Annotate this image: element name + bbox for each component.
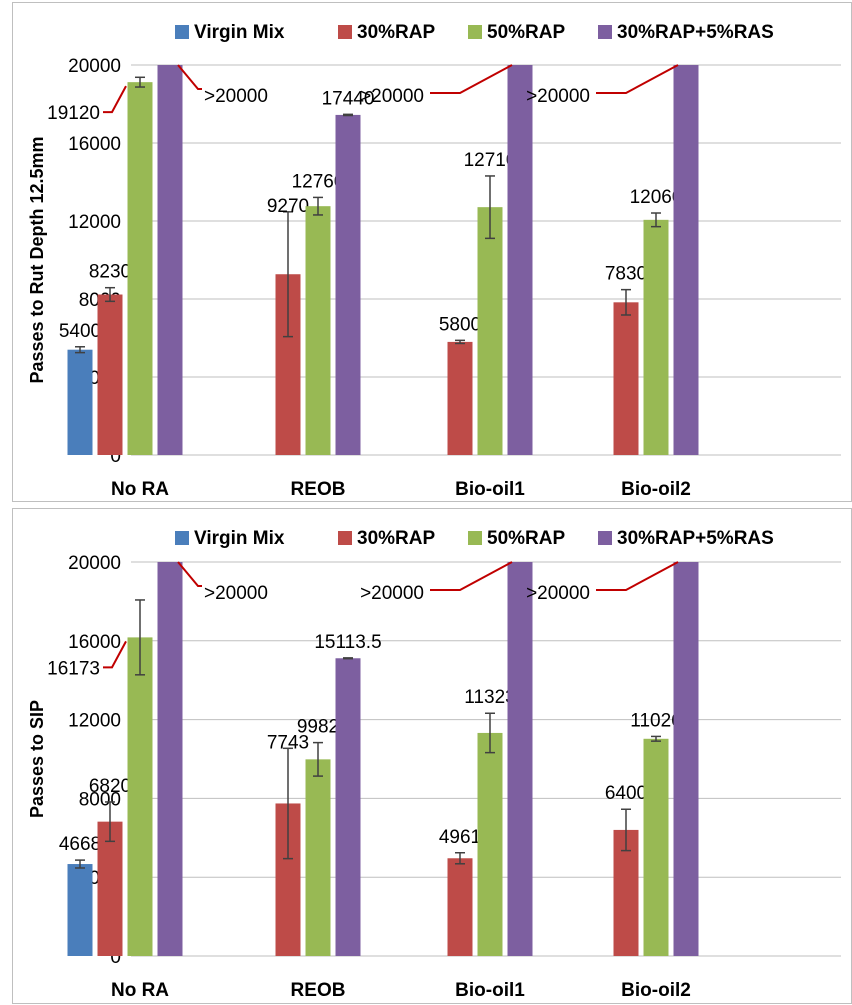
bar-30-rap-5-ras-bio-oil1 [507, 562, 533, 956]
bar-50-rap-no-ra [127, 637, 153, 956]
bar-30-rap-no-ra [97, 821, 123, 956]
sip-chart: 040008000120001600020000Passes to SIPVir… [27, 528, 841, 1001]
bar-30-rap-bio-oil1 [447, 341, 473, 455]
legend-swatch-virgin-mix [175, 531, 189, 545]
y-axis-label: Passes to SIP [27, 700, 47, 818]
bar-30-rap-5-ras-bio-oil2 [673, 65, 699, 455]
data-label-leader [596, 64, 679, 94]
bar-30-rap-5-ras-reob [335, 658, 361, 956]
bar-50-rap-bio-oil2 [643, 219, 669, 455]
data-label-leader [177, 64, 202, 90]
legend-swatch-virgin-mix [175, 25, 189, 39]
data-label: >20000 [526, 86, 590, 107]
data-label-leader [430, 561, 513, 591]
bar-30-rap-bio-oil2 [613, 302, 639, 455]
legend-swatch-30-rap-5-ras [598, 531, 612, 545]
bar-50-rap-bio-oil1 [477, 732, 503, 956]
data-label: 9982 [297, 717, 339, 738]
legend-swatch-30-rap [338, 531, 352, 545]
data-label-leader [103, 640, 127, 669]
data-label: 5400 [59, 321, 101, 342]
data-label: 6400 [605, 783, 647, 804]
data-label: >20000 [360, 86, 424, 107]
data-label: >20000 [360, 583, 424, 604]
data-label: 17440 [322, 88, 375, 109]
data-label: 11026 [630, 710, 681, 731]
legend-label-virgin-mix: Virgin Mix [194, 528, 285, 549]
y-axis-label: Passes to Rut Depth 12.5mm [27, 136, 47, 383]
y-tick-label: 0 [110, 947, 121, 968]
data-label: 7743 [267, 732, 309, 753]
category-label-no-ra: No RA [111, 980, 169, 1001]
y-tick-label: 12000 [68, 711, 121, 732]
data-label: >20000 [204, 583, 268, 604]
legend-swatch-30-rap-5-ras [598, 25, 612, 39]
legend-label-50-rap: 50%RAP [487, 22, 565, 43]
bar-30-rap-5-ras-no-ra [157, 65, 183, 455]
data-label: 5800 [439, 314, 481, 335]
legend-label-30-rap: 30%RAP [357, 22, 435, 43]
bar-30-rap-5-ras-reob [335, 114, 361, 456]
data-label: 9270 [267, 196, 309, 217]
data-label: 11323 [464, 687, 515, 708]
y-tick-label: 16000 [68, 134, 121, 155]
y-tick-label: 12000 [68, 212, 121, 233]
y-tick-label: 20000 [68, 56, 121, 77]
bar-virgin-mix-no-ra [67, 864, 93, 956]
data-label: 12710 [464, 150, 517, 171]
category-label-bio-oil1: Bio-oil1 [455, 980, 525, 1001]
legend-label-30-rap-5-ras: 30%RAP+5%RAS [617, 22, 774, 43]
bar-30-rap-no-ra [97, 294, 123, 455]
data-label: >20000 [204, 86, 268, 107]
data-label: 6820 [89, 776, 131, 797]
data-label: 15113.5 [314, 632, 381, 653]
bar-30-rap-5-ras-bio-oil1 [507, 65, 533, 455]
legend-label-30-rap-5-ras: 30%RAP+5%RAS [617, 528, 774, 549]
bar-30-rap-5-ras-no-ra [157, 562, 183, 956]
y-tick-label: 20000 [68, 553, 121, 574]
category-label-bio-oil2: Bio-oil2 [621, 980, 691, 1001]
category-label-reob: REOB [291, 980, 346, 1001]
data-label: 12060 [630, 187, 683, 208]
data-label-leader [177, 561, 202, 587]
data-label: >20000 [526, 583, 590, 604]
legend-swatch-50-rap [468, 25, 482, 39]
category-label-reob: REOB [291, 479, 346, 500]
data-label: 7830 [605, 264, 647, 285]
bar-50-rap-bio-oil2 [643, 738, 669, 956]
sip-chart-panel: 040008000120001600020000Passes to SIPVir… [12, 508, 852, 1004]
data-label: 8230 [89, 262, 131, 283]
data-label: 16173 [47, 658, 100, 679]
data-label: 4668 [59, 834, 101, 855]
data-label-leader [103, 85, 127, 114]
y-tick-label: 16000 [68, 632, 121, 653]
legend-swatch-30-rap [338, 25, 352, 39]
data-label: 4961 [439, 827, 481, 848]
category-label-no-ra: No RA [111, 479, 169, 500]
bar-30-rap-bio-oil1 [447, 858, 473, 956]
category-label-bio-oil1: Bio-oil1 [455, 479, 525, 500]
rut-depth-chart-panel: 040008000120001600020000Passes to Rut De… [12, 2, 852, 502]
data-label: 19120 [47, 103, 100, 124]
bar-50-rap-bio-oil1 [477, 207, 503, 455]
data-label-leader [596, 561, 679, 591]
legend-label-virgin-mix: Virgin Mix [194, 22, 285, 43]
bar-50-rap-no-ra [127, 82, 153, 455]
bar-30-rap-5-ras-bio-oil2 [673, 562, 699, 956]
bar-50-rap-reob [305, 206, 331, 455]
category-label-bio-oil2: Bio-oil2 [621, 479, 691, 500]
legend-swatch-50-rap [468, 531, 482, 545]
y-tick-label: 0 [110, 446, 121, 467]
data-label: 12760 [292, 171, 345, 192]
legend-label-50-rap: 50%RAP [487, 528, 565, 549]
data-label-leader [430, 64, 513, 94]
legend-label-30-rap: 30%RAP [357, 528, 435, 549]
bar-virgin-mix-no-ra [67, 349, 93, 455]
rut-depth-chart: 040008000120001600020000Passes to Rut De… [27, 22, 841, 500]
bar-50-rap-reob [305, 759, 331, 956]
